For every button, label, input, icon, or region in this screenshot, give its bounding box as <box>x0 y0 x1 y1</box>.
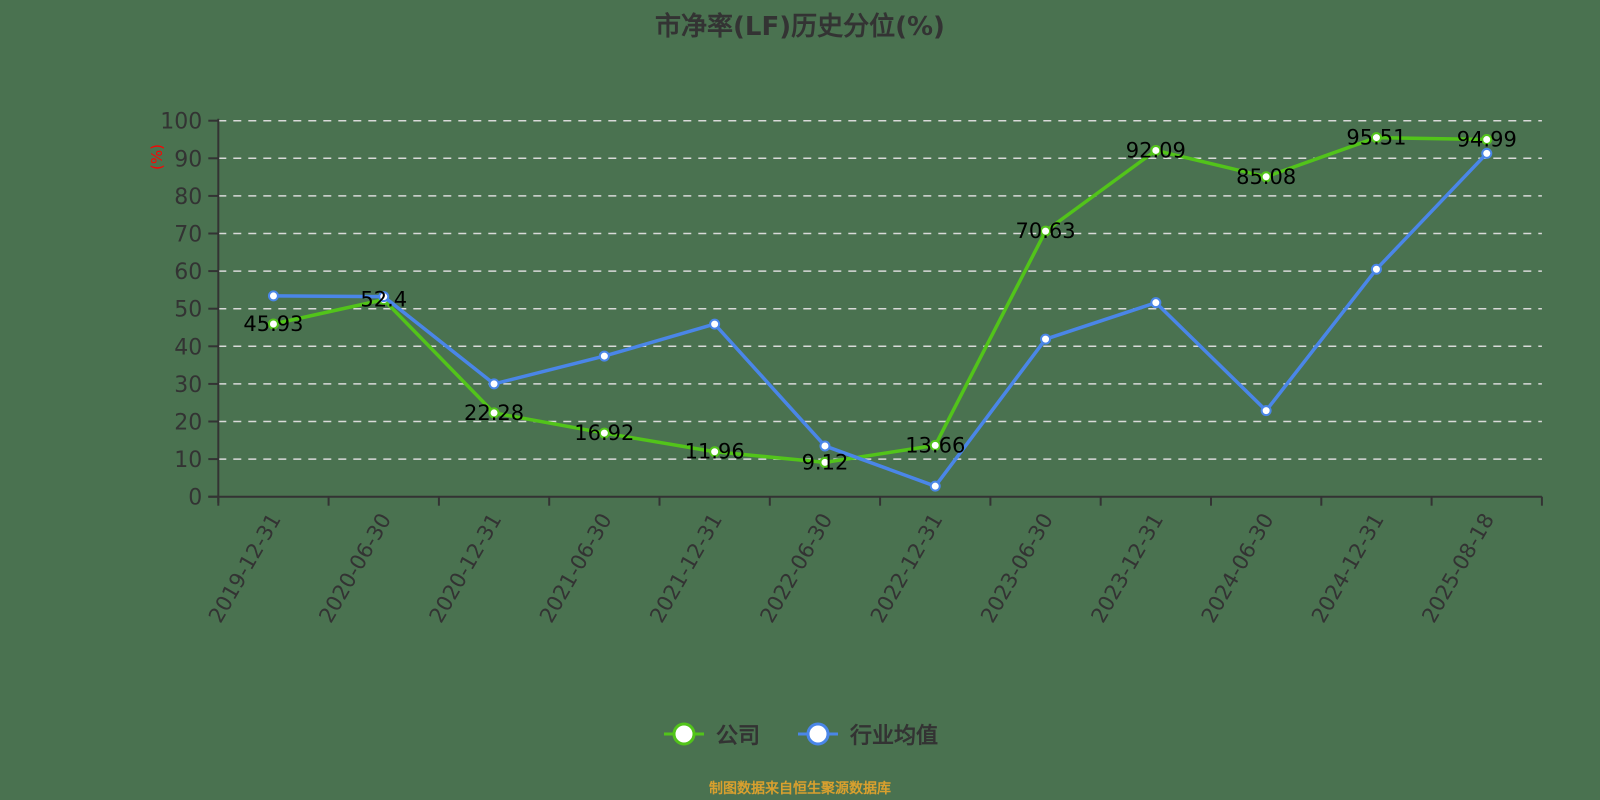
data-point[interactable] <box>1040 225 1052 237</box>
data-point[interactable] <box>488 407 500 419</box>
data-point[interactable] <box>1481 134 1493 146</box>
x-tick-label: 2022-06-30 <box>755 509 837 627</box>
data-label: 95.51 <box>1346 126 1406 150</box>
y-tick-label: 80 <box>174 185 202 210</box>
gridlines <box>218 119 1542 460</box>
y-tick-label: 100 <box>160 110 202 135</box>
data-label: 9.12 <box>802 450 849 474</box>
y-tick-label: 0 <box>188 486 202 511</box>
data-label: 94.99 <box>1457 128 1517 152</box>
legend-item-industry-average[interactable]: 行业均值 <box>796 718 938 750</box>
chart-title: 市净率(LF)历史分位(%) <box>655 12 945 42</box>
data-source-footer: 制图数据来自恒生聚源数据库 <box>709 781 891 797</box>
data-point[interactable] <box>819 456 831 468</box>
x-tick-label: 2021-06-30 <box>535 509 617 627</box>
data-point[interactable] <box>598 350 610 362</box>
data-point[interactable] <box>598 427 610 439</box>
industry-average-line <box>273 152 1489 488</box>
legend: 公司 行业均值 <box>0 718 1600 750</box>
y-tick-label: 10 <box>174 448 202 473</box>
y-tick-label: 70 <box>174 223 202 248</box>
data-label: 92.09 <box>1126 138 1186 162</box>
data-point[interactable] <box>929 439 941 451</box>
y-tick-label: 90 <box>174 147 202 172</box>
data-point[interactable] <box>1260 171 1272 183</box>
data-label: 85.08 <box>1236 165 1296 189</box>
data-point[interactable] <box>378 291 390 303</box>
data-label: 52.4 <box>360 288 407 312</box>
x-tick-label: 2023-06-30 <box>976 509 1058 627</box>
data-point[interactable] <box>1040 333 1052 345</box>
data-labels: 45.93 52.4 22.28 16.92 11.96 9.12 13.66 70.63 92… <box>243 126 1516 475</box>
legend-label-company: 公司 <box>715 724 760 749</box>
data-point[interactable] <box>267 290 279 302</box>
y-tick-label: 40 <box>174 335 202 360</box>
data-point[interactable] <box>819 440 831 452</box>
x-tick-label: 2025-08-18 <box>1417 509 1499 627</box>
legend-company-marker-icon <box>663 722 704 746</box>
axes: 0 10 20 30 40 50 60 70 80 90 100 2019-12-31 2020-06-… <box>160 110 1543 627</box>
data-point[interactable] <box>267 318 279 330</box>
data-point[interactable] <box>1370 263 1382 275</box>
legend-item-company[interactable]: 公司 <box>662 718 760 750</box>
data-point[interactable] <box>709 318 721 330</box>
company-line <box>273 135 1487 465</box>
data-point[interactable] <box>1481 147 1493 159</box>
data-label: 45.93 <box>243 312 303 336</box>
x-tick-label: 2020-06-30 <box>314 509 396 627</box>
data-point[interactable] <box>709 446 721 458</box>
data-label: 13.66 <box>905 433 965 457</box>
y-tick-label: 20 <box>174 411 202 436</box>
series-lines <box>267 132 1493 492</box>
data-label: 22.28 <box>464 401 524 425</box>
data-point[interactable] <box>1150 144 1162 156</box>
data-point[interactable] <box>929 480 941 492</box>
data-label: 70.63 <box>1015 219 1075 243</box>
x-tick-label: 2024-12-31 <box>1307 509 1389 627</box>
y-tick-label: 50 <box>174 298 202 323</box>
x-tick-label: 2021-12-31 <box>645 509 727 627</box>
x-tick-label: 2022-12-31 <box>866 509 948 627</box>
y-tick-label: 60 <box>174 260 202 285</box>
data-point[interactable] <box>488 378 500 390</box>
y-tick-label: 30 <box>174 373 202 398</box>
data-point[interactable] <box>1260 405 1272 417</box>
data-point[interactable] <box>1150 297 1162 309</box>
y-axis-unit-label: (%) <box>148 144 166 170</box>
data-label: 16.92 <box>574 421 634 445</box>
legend-label-industry-average: 行业均值 <box>850 724 939 749</box>
x-tick-label: 2019-12-31 <box>204 509 286 627</box>
legend-industry-marker-icon <box>798 722 838 746</box>
x-tick-label: 2024-06-30 <box>1197 509 1279 627</box>
x-tick-label: 2020-12-31 <box>425 509 507 627</box>
x-tick-label: 2023-12-31 <box>1086 509 1168 627</box>
data-label: 11.96 <box>685 440 745 464</box>
data-point[interactable] <box>1370 132 1382 144</box>
